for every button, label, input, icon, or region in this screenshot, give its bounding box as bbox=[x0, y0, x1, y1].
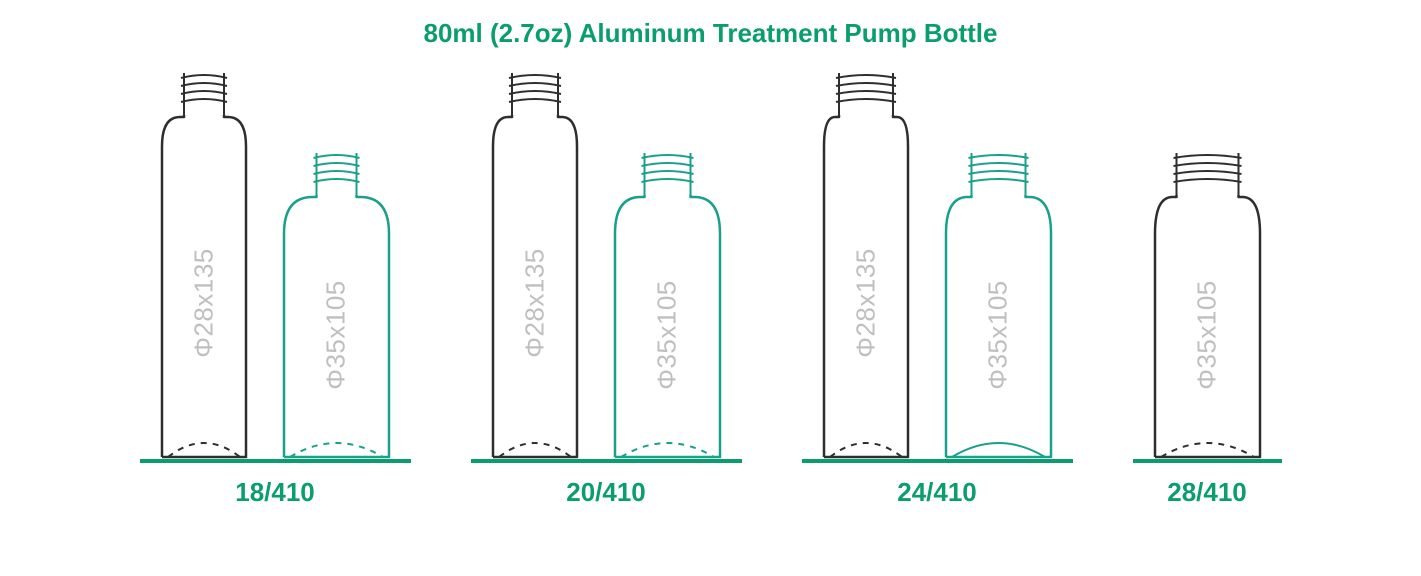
bottle-group: Φ28x135 Φ35x105 18/410 bbox=[140, 69, 411, 508]
page-title: 80ml (2.7oz) Aluminum Treatment Pump Bot… bbox=[0, 0, 1421, 69]
group-neck-size-label: 28/410 bbox=[1167, 477, 1247, 508]
bottle-dimension-label: Φ35x105 bbox=[321, 280, 352, 390]
bottle-dimension-label: Φ28x135 bbox=[850, 248, 881, 358]
bottle-group: Φ35x105 28/410 bbox=[1133, 149, 1282, 508]
bottle-group: Φ28x135 Φ35x105 20/410 bbox=[471, 69, 742, 508]
group-neck-size-label: 18/410 bbox=[235, 477, 315, 508]
bottles-row: Φ35x105 bbox=[1133, 149, 1282, 463]
bottle-diagram: Φ28x135 bbox=[483, 69, 587, 459]
bottles-row: Φ28x135 Φ35x105 bbox=[471, 69, 742, 463]
bottle-dimension-label: Φ28x135 bbox=[188, 248, 219, 358]
bottle-groups-row: Φ28x135 Φ35x105 18/410 Φ28x135 Φ35x105 20/… bbox=[0, 69, 1421, 508]
bottle-dimension-label: Φ35x105 bbox=[652, 280, 683, 390]
bottle-diagram: Φ28x135 bbox=[814, 69, 918, 459]
bottle-dimension-label: Φ35x105 bbox=[983, 280, 1014, 390]
bottle-diagram: Φ35x105 bbox=[274, 149, 399, 459]
bottle-diagram: Φ35x105 bbox=[605, 149, 730, 459]
group-neck-size-label: 20/410 bbox=[566, 477, 646, 508]
bottle-dimension-label: Φ28x135 bbox=[519, 248, 550, 358]
bottle-diagram: Φ28x135 bbox=[152, 69, 256, 459]
bottle-diagram: Φ35x105 bbox=[1145, 149, 1270, 459]
bottle-group: Φ28x135 Φ35x105 24/410 bbox=[802, 69, 1073, 508]
bottle-dimension-label: Φ35x105 bbox=[1192, 280, 1223, 390]
bottle-diagram: Φ35x105 bbox=[936, 149, 1061, 459]
bottles-row: Φ28x135 Φ35x105 bbox=[802, 69, 1073, 463]
group-neck-size-label: 24/410 bbox=[897, 477, 977, 508]
bottles-row: Φ28x135 Φ35x105 bbox=[140, 69, 411, 463]
